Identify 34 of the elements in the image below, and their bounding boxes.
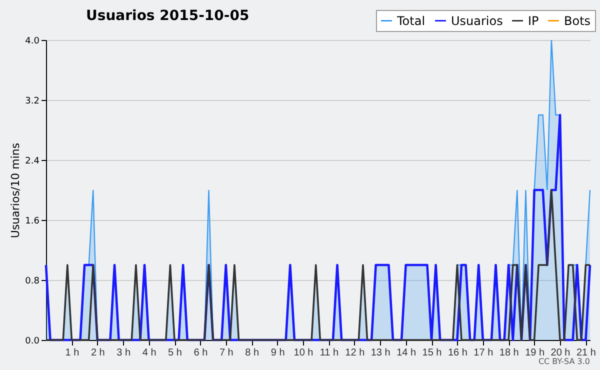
x-tick-label: 1 h xyxy=(65,348,80,358)
legend-label: IP xyxy=(528,14,539,28)
x-tick-label: 9 h xyxy=(270,348,285,358)
text: CC BY-SA 3.0 xyxy=(538,357,590,366)
x-tick-label: 19 h xyxy=(525,348,545,358)
x-tick-label: 14 h xyxy=(396,348,416,358)
x-tick-label: 10 h xyxy=(294,348,314,358)
x-tick-label: 18 h xyxy=(499,348,519,358)
y-tick-label: 3.2 xyxy=(25,96,40,106)
x-tick-label: 16 h xyxy=(448,348,468,358)
x-tick-label: 6 h xyxy=(194,348,208,358)
chart-title: Usuarios 2015-10-05 xyxy=(86,8,250,24)
legend-label: Total xyxy=(396,14,426,28)
x-tick-label: 21 h xyxy=(576,348,596,358)
x-tick-label: 5 h xyxy=(168,348,182,358)
x-tick-label: 7 h xyxy=(219,348,234,358)
x-tick-label: 11 h xyxy=(320,348,339,358)
x-tick-label: 13 h xyxy=(370,348,390,358)
x-tick-label: 20 h xyxy=(550,348,570,358)
x-tick-label: 15 h xyxy=(422,348,442,358)
y-tick-label: 2.4 xyxy=(25,156,40,166)
legend-label: Usuarios xyxy=(451,14,503,28)
y-tick-label: 1.6 xyxy=(25,216,40,226)
x-tick-label: 4 h xyxy=(142,348,156,358)
x-tick-label: 12 h xyxy=(345,348,365,358)
x-tick-label: 3 h xyxy=(116,348,131,358)
x-tick-label: 2 h xyxy=(90,348,105,358)
y-tick-label: 0.0 xyxy=(25,336,40,346)
x-tick-label: 8 h xyxy=(245,348,260,358)
y-tick-label: 0.8 xyxy=(25,276,40,286)
legend-label: Bots xyxy=(564,14,591,28)
x-tick-label: 17 h xyxy=(474,348,494,358)
y-axis-title: Usuarios/10 mins xyxy=(9,142,22,238)
y-tick-label: 4.0 xyxy=(25,36,40,46)
